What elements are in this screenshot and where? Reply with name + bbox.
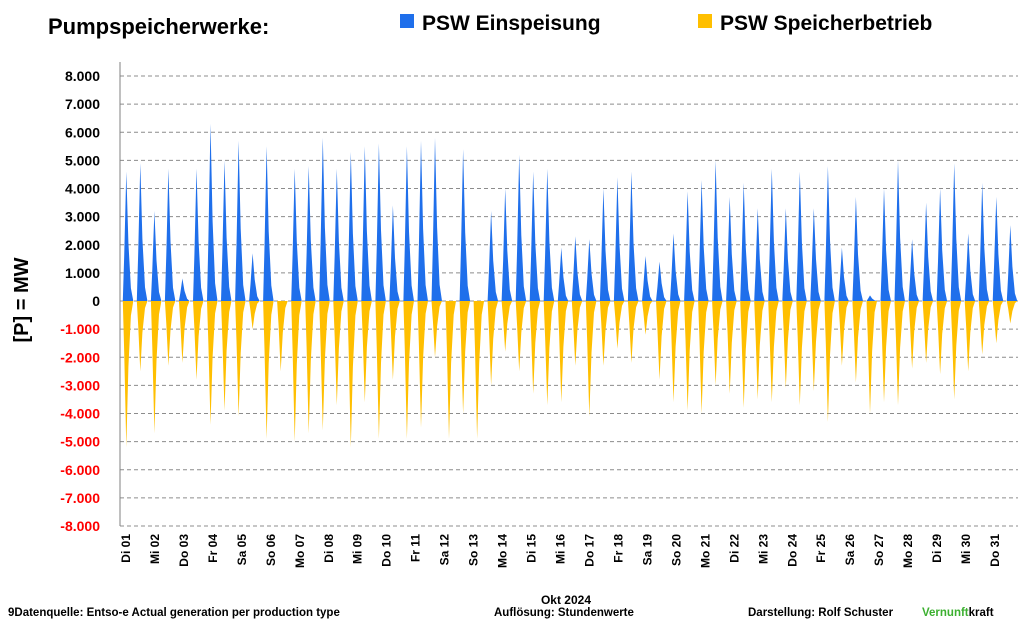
- x-tick-label: Di 08: [322, 534, 336, 563]
- x-tick-label: Do 03: [177, 534, 191, 567]
- x-tick-label: Do 24: [785, 534, 799, 567]
- area-psw-einspeisung: [120, 123, 1018, 301]
- x-tick-label: Mo 14: [496, 534, 510, 568]
- y-tick-label: -7.000: [60, 490, 100, 506]
- x-tick-label: Sa 19: [640, 534, 654, 566]
- x-tick-labels: Di 01 Mi 02 Do 03 Fr 04 Sa 05 So 06 Mo 07 Di 08…: [119, 534, 1002, 568]
- chart-title: Pumpspeicherwerke:: [48, 14, 269, 39]
- x-tick-label: Mo 07: [293, 534, 307, 568]
- footer-brand-green: Vernunft: [922, 607, 969, 619]
- area-psw-speicherbetrieb: [120, 301, 1018, 448]
- footer-brand-black: kraft: [969, 607, 994, 619]
- y-tick-label: -3.000: [60, 377, 100, 393]
- x-tick-label: Mi 23: [756, 534, 770, 564]
- x-tick-label: Mo 21: [698, 534, 712, 568]
- x-tick-label: Di 22: [727, 534, 741, 563]
- x-tick-label: Mi 02: [148, 534, 162, 564]
- y-tick-label: 3.000: [65, 209, 100, 225]
- x-tick-label: Fr 25: [814, 534, 828, 563]
- y-tick-label: -4.000: [60, 406, 100, 422]
- y-tick-label: 6.000: [65, 124, 100, 140]
- x-tick-label: Sa 05: [235, 534, 249, 566]
- y-tick-label: -8.000: [60, 518, 100, 534]
- x-tick-label: Do 31: [988, 534, 1002, 567]
- x-tick-label: Mi 16: [554, 534, 568, 564]
- x-axis-label: Okt 2024: [541, 593, 591, 607]
- x-tick-label: Mo 28: [901, 534, 915, 568]
- y-tick-labels: 8.000 7.000 6.000 5.000 4.000 3.000 2.000 1.000…: [60, 68, 100, 534]
- x-tick-label: Mi 30: [959, 534, 973, 564]
- x-tick-label: Fr 18: [611, 534, 625, 563]
- legend-label-speicherbetrieb: PSW Speicherbetrieb: [720, 12, 932, 35]
- y-tick-label: -1.000: [60, 321, 100, 337]
- legend-swatch-speicherbetrieb: [698, 14, 712, 28]
- y-tick-label: 5.000: [65, 152, 100, 168]
- x-tick-label: So 06: [264, 534, 278, 566]
- x-tick-label: Di 15: [525, 534, 539, 563]
- x-tick-label: Mi 09: [351, 534, 365, 564]
- x-tick-label: Sa 26: [843, 534, 857, 566]
- y-axis-label: [P] = MW: [11, 257, 33, 342]
- x-tick-label: Di 01: [119, 534, 133, 563]
- x-tick-label: Di 29: [930, 534, 944, 563]
- x-tick-label: So 20: [669, 534, 683, 566]
- x-tick-label: So 13: [467, 534, 481, 566]
- x-tick-label: Fr 04: [206, 534, 220, 563]
- x-tick-label: So 27: [872, 534, 886, 566]
- footer-source: 9Datenquelle: Entso-e Actual generation …: [8, 607, 340, 619]
- y-tick-label: -2.000: [60, 349, 100, 365]
- footer-author: Darstellung: Rolf Schuster: [748, 607, 894, 619]
- x-tick-label: Do 17: [582, 534, 596, 567]
- y-tick-label: 2.000: [65, 237, 100, 253]
- y-tick-label: 1.000: [65, 265, 100, 281]
- footer-resolution: Auflösung: Stundenwerte: [494, 607, 634, 619]
- y-tick-label: -5.000: [60, 434, 100, 450]
- y-tick-label: 0: [92, 293, 100, 309]
- y-tick-label: 8.000: [65, 68, 100, 84]
- y-tick-label: 7.000: [65, 96, 100, 112]
- x-tick-label: Sa 12: [438, 534, 452, 566]
- legend-label-einspeisung: PSW Einspeisung: [422, 12, 601, 35]
- y-tick-label: 4.000: [65, 181, 100, 197]
- x-tick-label: Do 10: [380, 534, 394, 567]
- footer-brand: Vernunftkraft: [922, 607, 994, 619]
- legend-swatch-einspeisung: [400, 14, 414, 28]
- y-tick-label: -6.000: [60, 462, 100, 478]
- x-tick-label: Fr 11: [409, 534, 423, 562]
